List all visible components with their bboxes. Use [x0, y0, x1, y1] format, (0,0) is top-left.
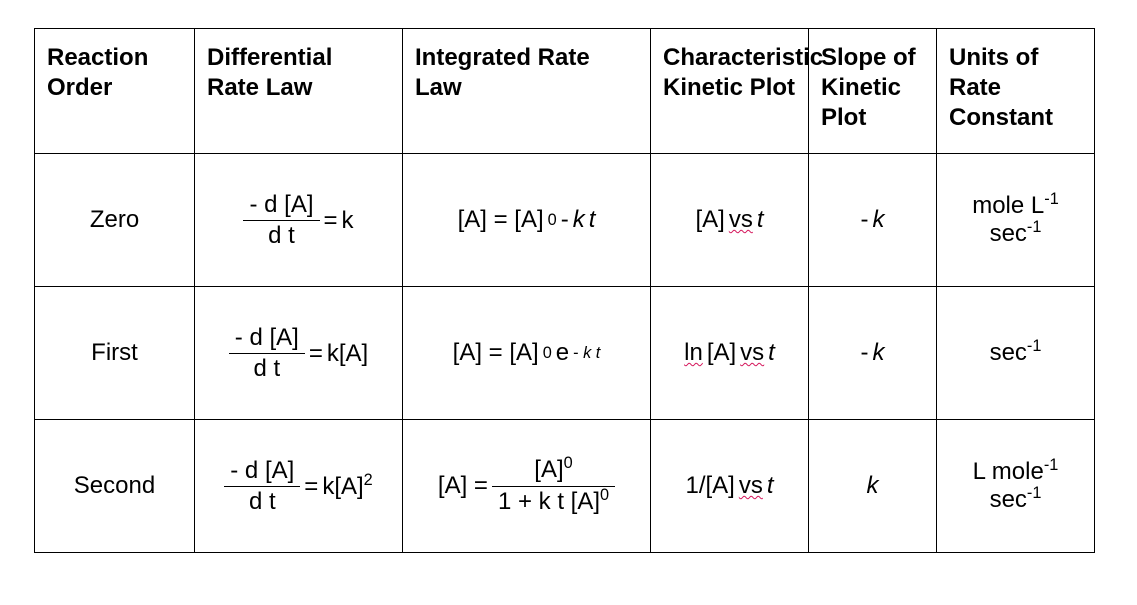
second-int-den-a: 1 + k t [A]: [498, 488, 600, 515]
second-diff-rhs-e: 2: [364, 471, 373, 489]
zero-plot-lhs: [A]: [695, 206, 724, 234]
second-diff-den: d t: [224, 487, 300, 515]
second-int-frac: [A]0 1 + k t [A]0: [492, 457, 615, 515]
zero-diff-eq: =: [324, 207, 338, 235]
zero-int-t: t: [589, 206, 596, 234]
second-units: L mole-1 sec-1: [937, 420, 1095, 553]
first-diff-num: - d [A]: [229, 325, 305, 354]
first-plot-t: t: [768, 339, 775, 367]
first-slope: - k: [809, 287, 937, 420]
header-units: Units of Rate Constant: [937, 29, 1095, 154]
first-plot-ln: ln: [684, 339, 703, 367]
zero-units: mole L-1 sec-1: [937, 154, 1095, 287]
second-slope: k: [809, 420, 937, 553]
row-zero: Zero - d [A] d t = k [A] = [A]0 - k t: [35, 154, 1095, 287]
zero-int-k: k: [573, 206, 585, 234]
second-slope-k: k: [867, 472, 879, 499]
second-int-den-e: 0: [600, 486, 609, 504]
first-plot: ln [A] vs t: [651, 287, 809, 420]
second-order: Second: [35, 420, 195, 553]
first-int-exp-t: t: [591, 344, 600, 362]
first-plot-mid: [A]: [707, 339, 736, 367]
row-first: First - d [A] d t = k[A] [A] = [A]0 e- k…: [35, 287, 1095, 420]
first-diff: - d [A] d t = k[A]: [195, 287, 403, 420]
zero-plot: [A] vs t: [651, 154, 809, 287]
zero-int-lhs: [A] = [A]: [458, 206, 544, 234]
first-int-e: e: [556, 339, 569, 367]
first-units-a: sec: [990, 339, 1027, 366]
row-second: Second - d [A] d t = k[A]2 [A] = [A]0 1: [35, 420, 1095, 553]
zero-slope: - k: [809, 154, 937, 287]
second-diff-rhs-a: k[A]: [322, 473, 363, 500]
second-int-num-e: 0: [564, 454, 573, 472]
second-diff: - d [A] d t = k[A]2: [195, 420, 403, 553]
first-int: [A] = [A]0 e- k t: [403, 287, 651, 420]
first-diff-eq: =: [309, 340, 323, 368]
first-int-lhs: [A] = [A]: [453, 339, 539, 367]
zero-slope-neg: -: [861, 206, 869, 234]
header-plot: Characteristic Kinetic Plot: [651, 29, 809, 154]
header-int: Integrated Rate Law: [403, 29, 651, 154]
page: Reaction Order Differential Rate Law Int…: [0, 0, 1137, 581]
zero-units-l2e: -1: [1027, 218, 1042, 236]
table-header: Reaction Order Differential Rate Law Int…: [35, 29, 1095, 154]
zero-int: [A] = [A]0 - k t: [403, 154, 651, 287]
first-order: First: [35, 287, 195, 420]
first-units: sec-1: [937, 287, 1095, 420]
rate-law-table: Reaction Order Differential Rate Law Int…: [34, 28, 1095, 553]
zero-diff-frac: - d [A] d t: [243, 192, 319, 250]
header-slope: Slope of Kinetic Plot: [809, 29, 937, 154]
first-units-e: -1: [1027, 337, 1042, 355]
zero-diff-num: - d [A]: [243, 192, 319, 221]
zero-slope-k: k: [873, 206, 885, 234]
zero-plot-t: t: [757, 206, 764, 234]
second-int-num-a: [A]: [534, 456, 563, 483]
first-diff-frac: - d [A] d t: [229, 325, 305, 383]
header-row: Reaction Order Differential Rate Law Int…: [35, 29, 1095, 154]
second-units-l1a: L mole: [973, 458, 1044, 485]
second-int: [A] = [A]0 1 + k t [A]0: [403, 420, 651, 553]
zero-order: Zero: [35, 154, 195, 287]
second-plot-t: t: [767, 472, 774, 500]
zero-plot-vs: vs: [729, 206, 753, 234]
zero-units-l2a: sec: [990, 220, 1027, 247]
zero-diff-rhs: k: [342, 207, 354, 235]
first-slope-neg: -: [861, 339, 869, 367]
first-diff-den: d t: [229, 354, 305, 382]
second-diff-eq: =: [304, 473, 318, 501]
second-plot-lhs: 1/[A]: [685, 472, 734, 500]
second-plot: 1/[A] vs t: [651, 420, 809, 553]
zero-diff: - d [A] d t = k: [195, 154, 403, 287]
zero-units-l1e: -1: [1044, 190, 1059, 208]
zero-units-l1a: mole L: [972, 192, 1044, 219]
first-slope-k: k: [873, 339, 885, 367]
header-order: Reaction Order: [35, 29, 195, 154]
second-units-l1e: -1: [1044, 456, 1059, 474]
second-int-lhs: [A] =: [438, 472, 488, 500]
second-plot-vs: vs: [739, 472, 763, 500]
header-diff: Differential Rate Law: [195, 29, 403, 154]
zero-int-mid: -: [561, 206, 569, 234]
second-diff-frac: - d [A] d t: [224, 458, 300, 516]
second-diff-num: - d [A]: [224, 458, 300, 487]
first-int-exp-neg: -: [573, 344, 583, 362]
zero-diff-den: d t: [243, 221, 319, 249]
second-units-l2a: sec: [990, 486, 1027, 513]
second-units-l2e: -1: [1027, 484, 1042, 502]
first-diff-rhs: k[A]: [327, 340, 368, 368]
first-plot-vs: vs: [740, 339, 764, 367]
